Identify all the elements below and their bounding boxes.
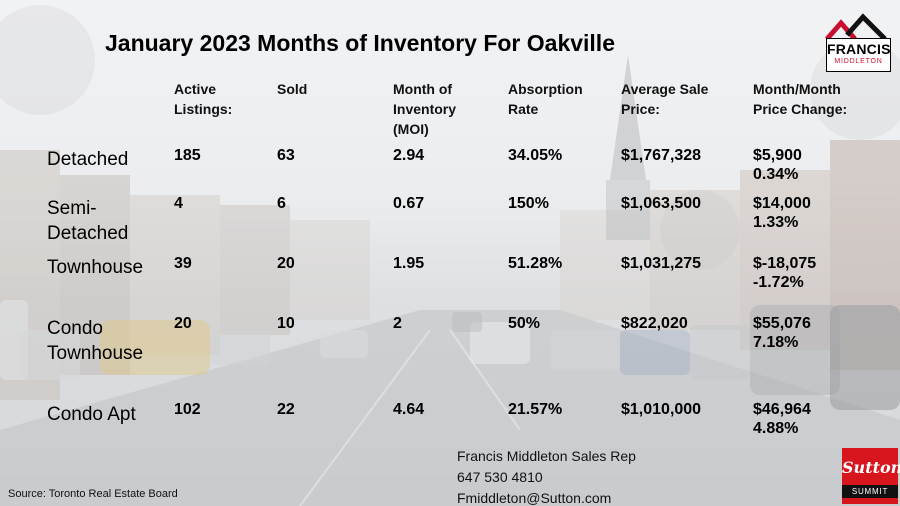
cell-active: 20	[174, 315, 192, 332]
cell-absorption: 21.57%	[508, 401, 563, 418]
row-label-line: Detached	[47, 149, 129, 170]
row-label-line: Detached	[47, 223, 129, 244]
header-average-sale-price: Average Sale Price:	[621, 79, 708, 119]
row-label-line: Condo	[47, 318, 103, 339]
header-absorption-rate: Absorption Rate	[508, 79, 583, 119]
price-change-amount: $55,076	[753, 315, 811, 332]
sutton-summit-logo: Sutton SUMMIT	[842, 448, 900, 504]
header-line: Active	[174, 81, 217, 97]
price-change-amount: $5,900	[753, 147, 802, 164]
cell-absorption: 34.05%	[508, 147, 563, 164]
header-line: Inventory	[393, 101, 457, 117]
row-label-townhouse: Townhouse	[47, 255, 143, 280]
cell-avg-price: $1,767,328	[621, 147, 702, 164]
price-change-percent: 0.34%	[753, 166, 799, 183]
header-line: Sold	[277, 81, 308, 97]
header-line: Rate	[508, 101, 539, 117]
contact-name: Francis Middleton Sales Rep	[457, 448, 636, 464]
price-change-percent: 1.33%	[753, 214, 799, 231]
page-title: January 2023 Months of Inventory For Oak…	[105, 30, 615, 56]
cell-absorption: 150%	[508, 195, 549, 212]
header-line: Price Change:	[753, 101, 848, 117]
francis-middleton-logo: FRANCIS MIDDLETON	[826, 38, 891, 72]
cell-price-change: $55,076 7.18%	[753, 314, 811, 352]
cell-avg-price: $822,020	[621, 315, 688, 332]
header-price-change: Month/Month Price Change:	[753, 79, 847, 119]
price-change-percent: 7.18%	[753, 334, 799, 351]
contact-email: Fmiddleton@Sutton.com	[457, 490, 612, 506]
contact-phone: 647 530 4810	[457, 469, 543, 485]
price-change-percent: 4.88%	[753, 420, 799, 437]
cell-active: 102	[174, 401, 201, 418]
row-label-condo-townhouse: Condo Townhouse	[47, 316, 143, 366]
cell-price-change: $46,964 4.88%	[753, 400, 811, 438]
cell-price-change: $5,900 0.34%	[753, 146, 802, 184]
cell-absorption: 51.28%	[508, 255, 563, 272]
cell-price-change: $14,000 1.33%	[753, 194, 811, 232]
cell-avg-price: $1,031,275	[621, 255, 702, 272]
header-line: Listings:	[174, 101, 233, 117]
logo-subname: MIDDLETON	[834, 58, 883, 65]
cell-moi: 4.64	[393, 401, 425, 418]
cell-active: 4	[174, 195, 183, 212]
header-line: Month of	[393, 81, 453, 97]
row-label-line: Semi-	[47, 198, 97, 219]
cell-absorption: 50%	[508, 315, 541, 332]
cell-price-change: $-18,075 -1.72%	[753, 254, 816, 292]
cell-moi: 2	[393, 315, 402, 332]
cell-sold: 10	[277, 315, 295, 332]
cell-avg-price: $1,010,000	[621, 401, 702, 418]
sutton-logo-sub: SUMMIT	[842, 485, 898, 498]
header-active-listings: Active Listings:	[174, 79, 232, 119]
price-change-percent: -1.72%	[753, 274, 804, 291]
cell-sold: 63	[277, 147, 295, 164]
cell-active: 185	[174, 147, 201, 164]
row-label-line: Condo Apt	[47, 404, 136, 425]
row-label-line: Townhouse	[47, 343, 144, 364]
row-label-semi-detached: Semi- Detached	[47, 196, 128, 246]
house-roof-logo-icon	[825, 13, 887, 41]
sutton-logo-name: Sutton	[842, 458, 900, 477]
cell-sold: 6	[277, 195, 286, 212]
price-change-amount: $14,000	[753, 195, 811, 212]
header-line: Price:	[621, 101, 660, 117]
row-label-line: Townhouse	[47, 257, 144, 278]
row-label-condo-apt: Condo Apt	[47, 402, 136, 427]
cell-active: 39	[174, 255, 192, 272]
cell-moi: 1.95	[393, 255, 425, 272]
row-label-detached: Detached	[47, 147, 128, 172]
header-sold: Sold	[277, 79, 307, 99]
price-change-amount: $-18,075	[753, 255, 817, 272]
contact-block: Francis Middleton Sales Rep 647 530 4810…	[457, 446, 636, 506]
cell-avg-price: $1,063,500	[621, 195, 702, 212]
header-line: (MOI)	[393, 121, 429, 137]
header-line: Month/Month	[753, 81, 841, 97]
header-moi: Month of Inventory (MOI)	[393, 79, 456, 139]
cell-moi: 2.94	[393, 147, 425, 164]
cell-sold: 20	[277, 255, 295, 272]
logo-name: FRANCIS	[827, 41, 891, 57]
cell-sold: 22	[277, 401, 295, 418]
price-change-amount: $46,964	[753, 401, 811, 418]
source-note: Source: Toronto Real Estate Board	[8, 488, 178, 500]
cell-moi: 0.67	[393, 195, 425, 212]
header-line: Average Sale	[621, 81, 709, 97]
header-line: Absorption	[508, 81, 583, 97]
